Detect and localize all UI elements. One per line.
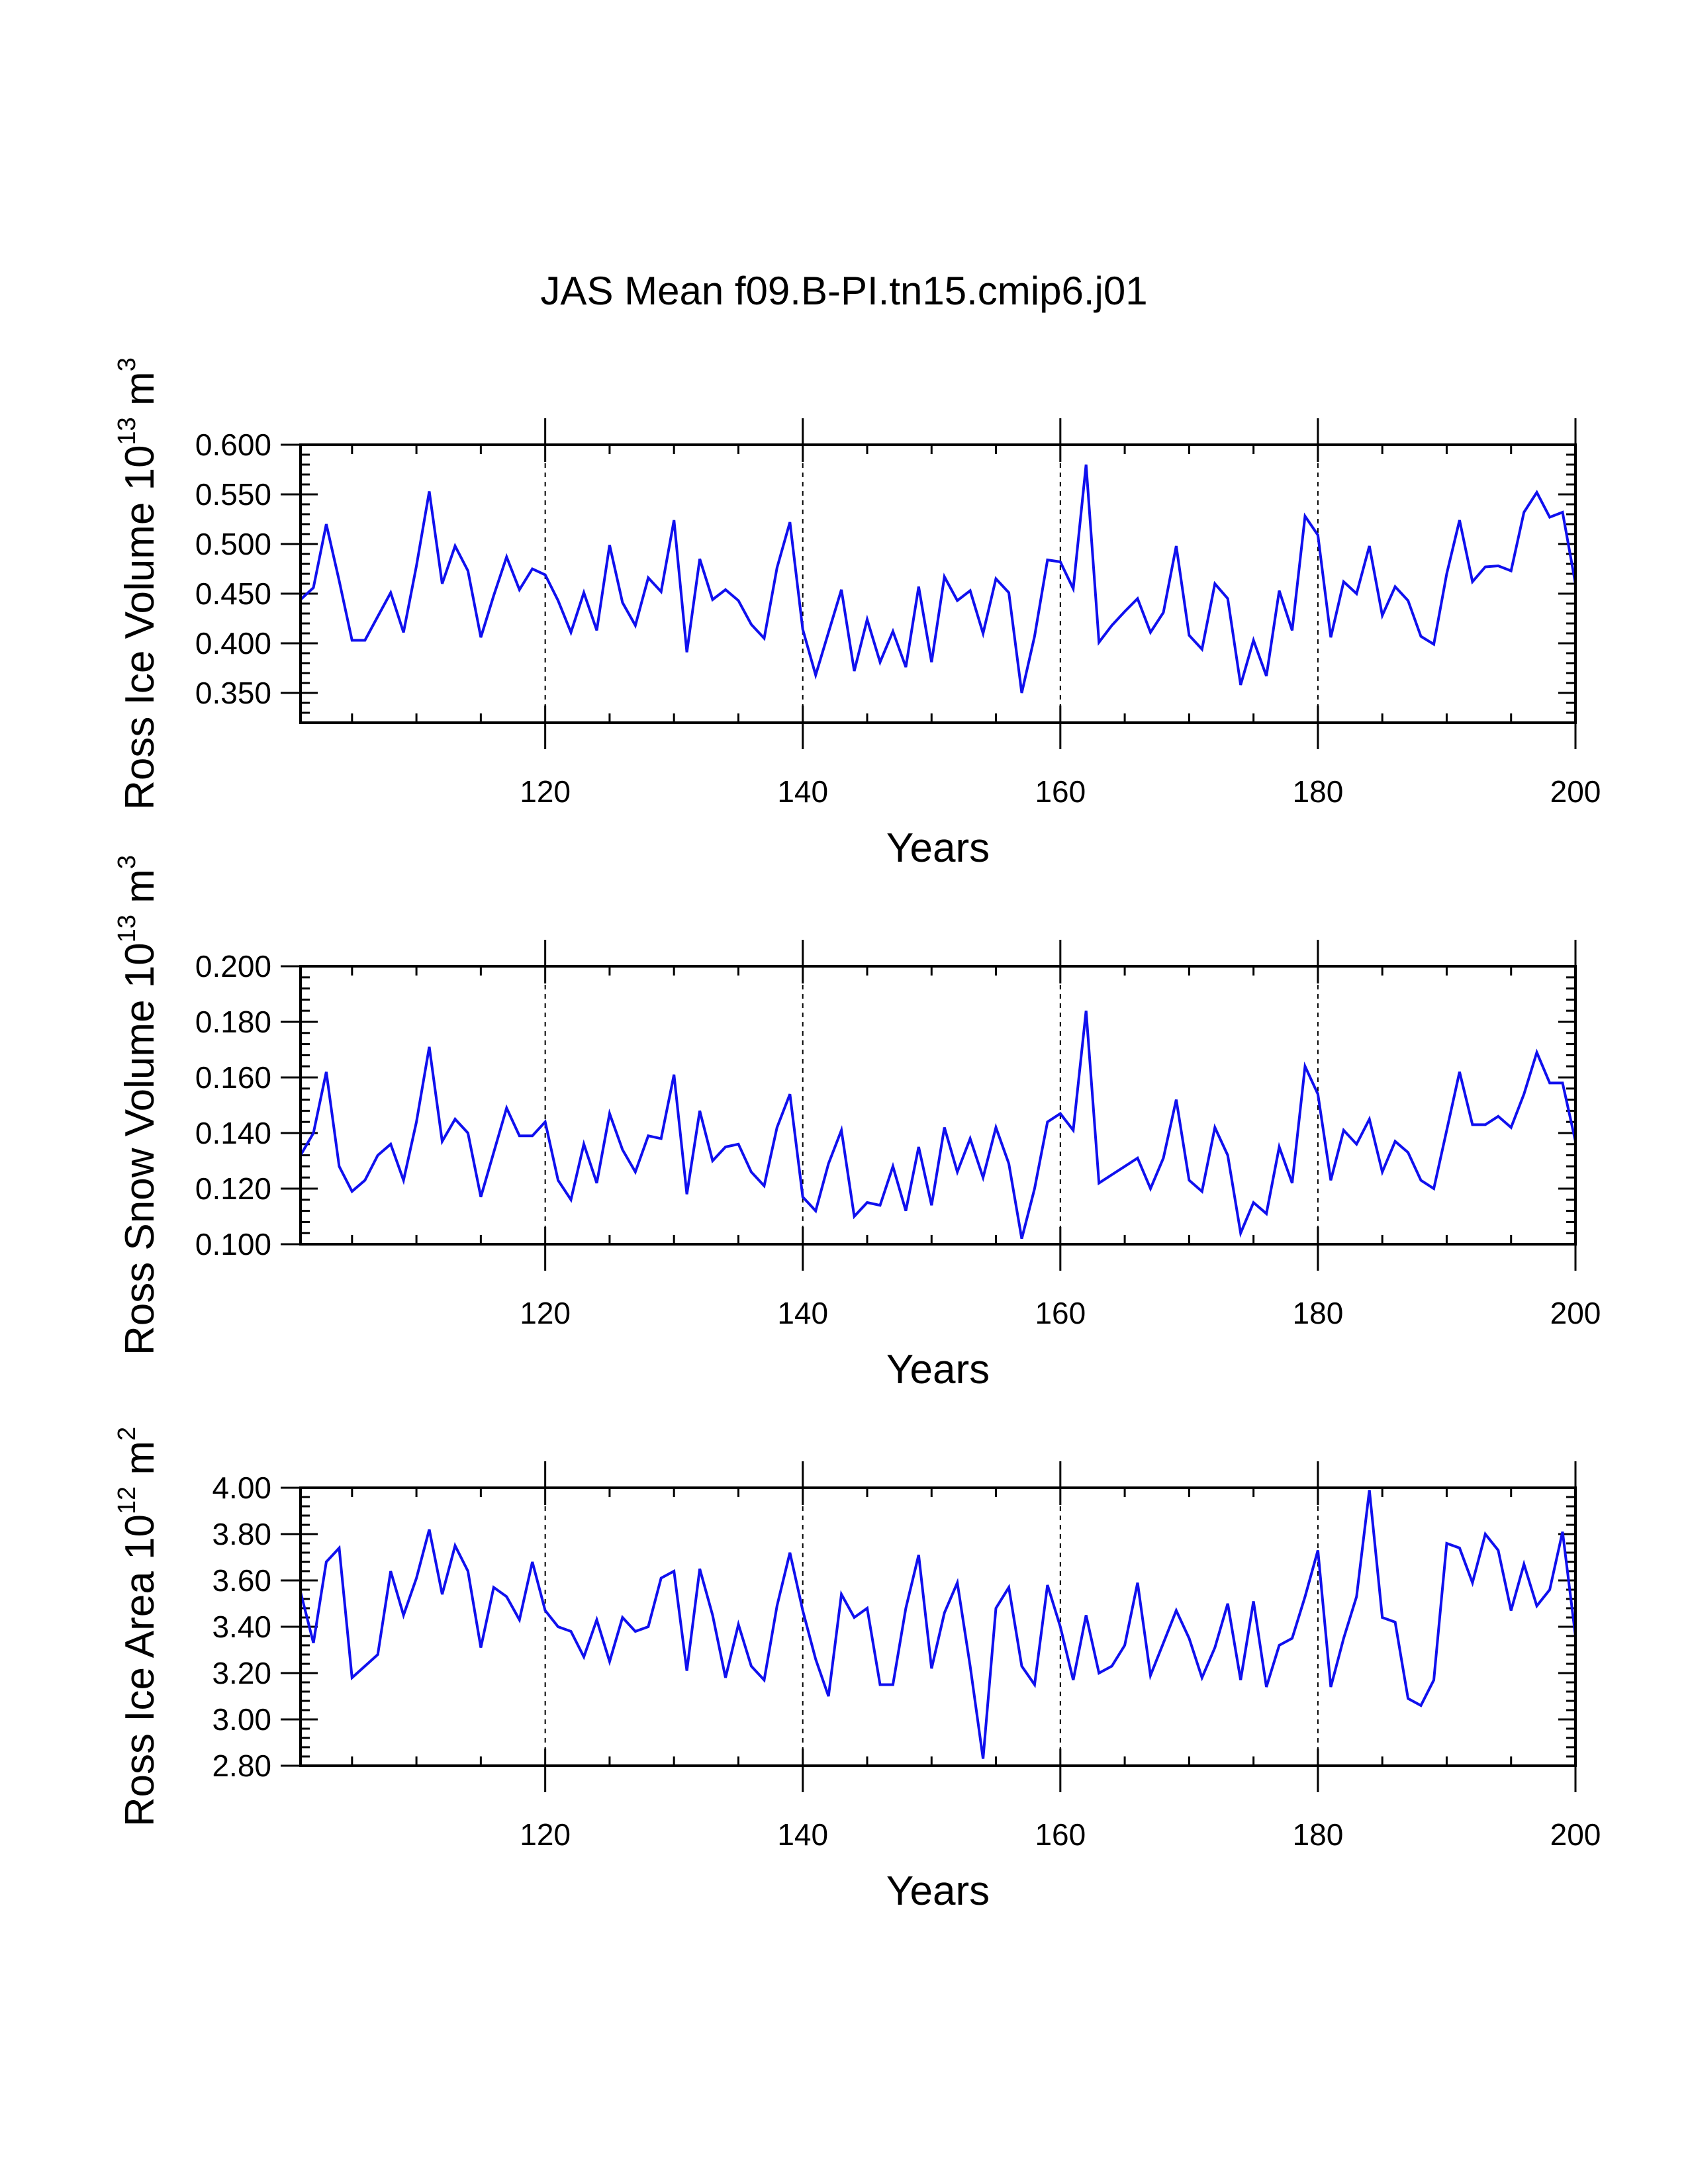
y-tick-label: 0.120: [195, 1171, 271, 1206]
y-axis-label: Ross Snow Volume 1013 m3: [113, 855, 163, 1355]
y-axis-label-text: Ross Ice Volume 10: [117, 445, 163, 809]
y-tick-label: 0.600: [195, 428, 271, 462]
panel-2: 0.100 0.120 0.140 0.160 0.180 0.200 120 140 160 1…: [113, 855, 1601, 1392]
y-axis-label: Ross Ice Area 1012 m2: [113, 1427, 163, 1827]
x-tick-label: 160: [1035, 774, 1086, 809]
y-axis-label-unit-exponent: 3: [113, 855, 141, 869]
series-line: [299, 464, 1577, 694]
plot-frame: [299, 443, 1577, 724]
plot-frame: [299, 1486, 1577, 1767]
y-axis-label-unit: m: [117, 1441, 163, 1486]
y-axis-label-unit-exponent: 3: [113, 357, 141, 371]
x-tick-label: 200: [1550, 1296, 1601, 1330]
x-tick-label: 200: [1550, 1817, 1601, 1852]
panels: 0.350 0.400 0.450 0.500 0.550 0.600 120 140 160 1…: [113, 357, 1601, 1914]
x-tick-label: 160: [1035, 1817, 1086, 1852]
panel-3: 2.80 3.00 3.20 3.40 3.60 3.80 4.00 120 140 160 180…: [113, 1427, 1601, 1914]
x-tick-label: 140: [777, 774, 828, 809]
x-axis-label: Years: [886, 825, 990, 871]
y-tick-label: 0.160: [195, 1060, 271, 1095]
x-tick-label: 140: [777, 1817, 828, 1852]
figure-title: JAS Mean f09.B-PI.tn15.cmip6.j01: [540, 269, 1147, 313]
y-tick-label: 3.60: [212, 1563, 271, 1598]
y-axis-label-unit-exponent: 2: [113, 1427, 141, 1441]
x-axis-label: Years: [886, 1868, 990, 1914]
y-tick-label: 0.350: [195, 676, 271, 710]
y-axis-label-exponent: 12: [113, 1486, 141, 1514]
y-tick-label: 3.20: [212, 1656, 271, 1690]
y-axis-label-text: Ross Snow Volume 10: [117, 942, 163, 1355]
y-axis-label-exponent: 13: [113, 915, 141, 942]
x-tick-label: 180: [1293, 1817, 1344, 1852]
y-tick-label: 4.00: [212, 1471, 271, 1505]
x-tick-label: 120: [520, 1817, 571, 1852]
y-tick-label: 0.180: [195, 1005, 271, 1039]
y-axis-label-text: Ross Ice Area 10: [117, 1514, 163, 1827]
y-tick-label: 0.100: [195, 1227, 271, 1261]
y-axis-label: Ross Ice Volume 1013 m3: [113, 357, 163, 810]
y-tick-label: 0.500: [195, 527, 271, 561]
panel-1: 0.350 0.400 0.450 0.500 0.550 0.600 120 140 160 1…: [113, 357, 1601, 871]
x-tick-label: 120: [520, 1296, 571, 1330]
y-axis-label-unit: m: [117, 869, 163, 915]
y-tick-label: 0.400: [195, 626, 271, 660]
y-tick-label: 3.00: [212, 1702, 271, 1737]
y-axis-label-unit: m: [117, 371, 163, 417]
y-tick-label: 3.40: [212, 1610, 271, 1644]
series-line: [299, 1490, 1577, 1759]
plot-frame: [299, 965, 1577, 1246]
x-tick-label: 180: [1293, 774, 1344, 809]
y-tick-label: 0.140: [195, 1116, 271, 1150]
x-tick-label: 140: [777, 1296, 828, 1330]
y-tick-label: 0.200: [195, 949, 271, 983]
x-tick-label: 180: [1293, 1296, 1344, 1330]
x-tick-label: 200: [1550, 774, 1601, 809]
y-tick-label: 2.80: [212, 1749, 271, 1783]
y-tick-label: 0.550: [195, 477, 271, 512]
x-axis-label: Years: [886, 1347, 990, 1392]
y-tick-label: 0.450: [195, 576, 271, 611]
x-tick-label: 120: [520, 774, 571, 809]
x-tick-label: 160: [1035, 1296, 1086, 1330]
y-axis-label-exponent: 13: [113, 417, 141, 445]
series-line: [299, 1010, 1577, 1240]
y-tick-label: 3.80: [212, 1517, 271, 1551]
